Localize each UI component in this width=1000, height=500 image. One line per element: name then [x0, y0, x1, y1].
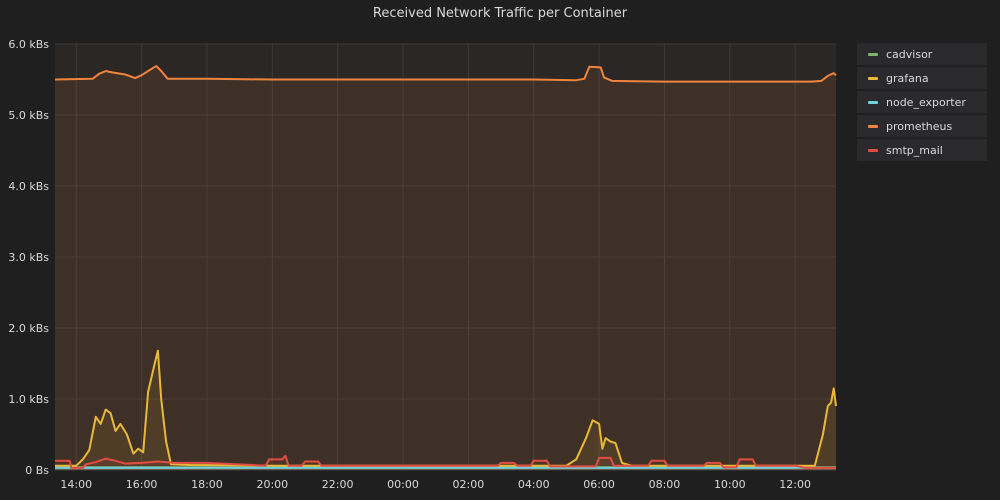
legend-item-prometheus[interactable]: prometheus — [857, 115, 987, 137]
x-tick-label: 06:00 — [583, 478, 615, 491]
x-tick-label: 04:00 — [518, 478, 550, 491]
legend-label: smtp_mail — [886, 143, 943, 157]
legend-item-cadvisor[interactable]: cadvisor — [857, 43, 987, 65]
legend-swatch — [868, 76, 878, 80]
x-tick-label: 22:00 — [322, 478, 354, 491]
legend-swatch — [868, 100, 878, 104]
legend-item-smtp-mail[interactable]: smtp_mail — [857, 139, 987, 161]
series-area-grafana — [55, 350, 836, 470]
y-tick-label: 4.0 kBs — [8, 180, 49, 193]
x-tick-label: 00:00 — [387, 478, 419, 491]
grid — [55, 43, 836, 471]
legend-label: prometheus — [886, 119, 953, 133]
legend-label: grafana — [886, 71, 929, 85]
legend: cadvisor grafana node_exporter prometheus sm… — [857, 43, 987, 163]
y-tick-label: 0 Bs — [25, 464, 49, 477]
series-areas — [55, 66, 836, 470]
y-tick-label: 5.0 kBs — [8, 109, 49, 122]
legend-swatch — [868, 52, 878, 56]
x-tick-label: 08:00 — [649, 478, 681, 491]
legend-label: cadvisor — [886, 47, 933, 61]
panel-title: Received Network Traffic per Container — [372, 6, 628, 21]
y-tick-label: 2.0 kBs — [8, 322, 49, 335]
legend-item-grafana[interactable]: grafana — [857, 67, 987, 89]
y-tick-label: 1.0 kBs — [8, 393, 49, 406]
x-tick-label: 14:00 — [60, 478, 92, 491]
y-axis: 0 Bs 1.0 kBs 2.0 kBs 3.0 kBs 4.0 kBs 5.0 kBs 6… — [8, 38, 49, 477]
legend-swatch — [868, 124, 878, 128]
x-tick-label: 16:00 — [126, 478, 158, 491]
series-lines — [54, 65, 837, 469]
series-line-prometheus — [54, 65, 837, 83]
x-axis: 14:00 16:00 18:00 20:00 22:00 00:00 02:00 04:00… — [60, 478, 811, 491]
series-area-prometheus — [55, 66, 836, 470]
x-tick-label: 02:00 — [453, 478, 485, 491]
x-tick-label: 18:00 — [191, 478, 223, 491]
y-tick-label: 6.0 kBs — [8, 38, 49, 51]
x-tick-label: 10:00 — [714, 478, 746, 491]
x-tick-label: 12:00 — [779, 478, 811, 491]
legend-swatch — [868, 148, 878, 152]
x-tick-label: 20:00 — [256, 478, 288, 491]
legend-item-node-exporter[interactable]: node_exporter — [857, 91, 987, 113]
series-line-smtp-mail — [55, 454, 836, 469]
y-tick-label: 3.0 kBs — [8, 251, 49, 264]
legend-label: node_exporter — [886, 95, 966, 109]
